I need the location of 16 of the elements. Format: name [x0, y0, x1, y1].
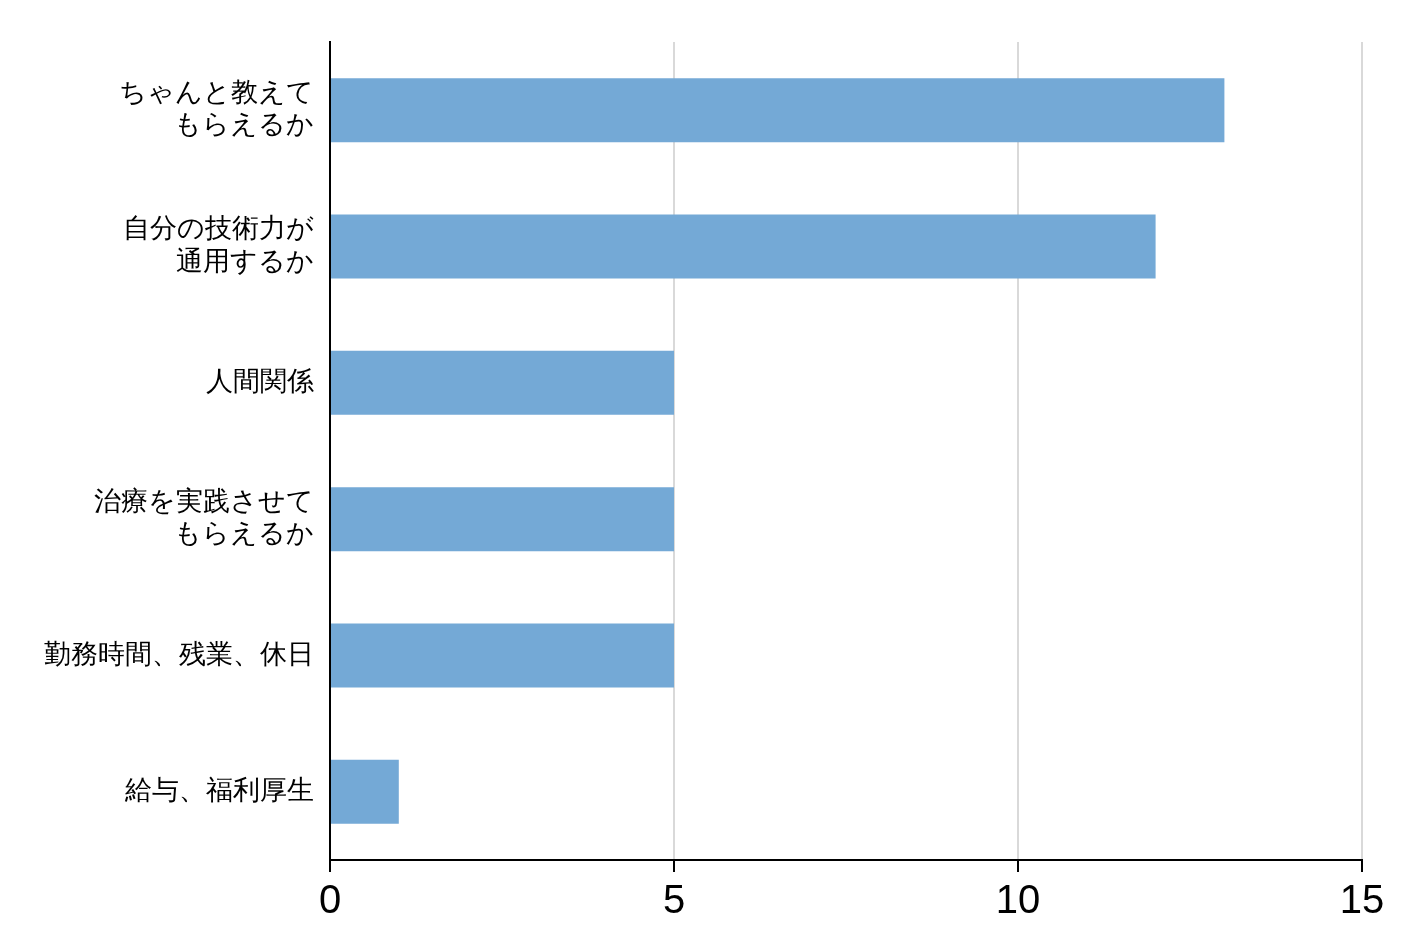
y-tick-label: ちゃんと教えてもらえるか — [119, 75, 314, 140]
bar — [331, 759, 399, 824]
x-tick-label: 5 — [662, 877, 686, 922]
bar — [331, 623, 674, 688]
y-tick-label: 給与、福利厚生 — [124, 773, 314, 805]
x-tick-label: 10 — [995, 877, 1041, 922]
x-tick-label: 15 — [1339, 877, 1385, 922]
bar — [331, 487, 674, 552]
bar — [331, 78, 1225, 143]
y-tick-label: 治療を実践させてもらえるか — [94, 484, 314, 549]
y-tick-label: 人間関係 — [206, 364, 314, 396]
bar — [331, 350, 674, 415]
y-tick-label: 自分の技術力が通用するか — [123, 212, 314, 276]
bar — [331, 214, 1156, 279]
y-tick-label: 勤務時間、残業、休日 — [44, 637, 314, 669]
x-tick-label: 0 — [318, 877, 342, 922]
